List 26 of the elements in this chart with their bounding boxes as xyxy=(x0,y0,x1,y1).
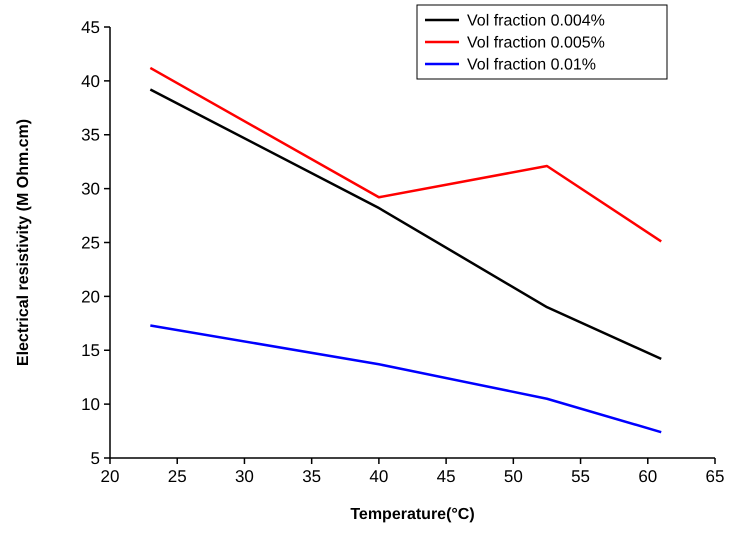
x-tick-label: 40 xyxy=(369,467,388,486)
x-tick-label: 20 xyxy=(100,467,120,486)
y-tick-label: 10 xyxy=(81,395,100,414)
y-tick-label: 35 xyxy=(81,126,100,145)
x-tick-label: 50 xyxy=(504,467,523,486)
legend-label: Vol fraction 0.01% xyxy=(467,56,596,74)
legend-label: Vol fraction 0.005% xyxy=(467,34,605,52)
y-tick-label: 25 xyxy=(81,233,100,252)
x-tick-label: 60 xyxy=(638,467,658,486)
y-axis-title: Electrical resistivity (M Ohm.cm) xyxy=(15,118,32,366)
x-tick-label: 55 xyxy=(571,467,590,486)
legend-label: Vol fraction 0.004% xyxy=(467,12,605,30)
y-tick-label: 5 xyxy=(90,448,100,468)
y-tick-label: 20 xyxy=(81,287,100,306)
x-tick-label: 65 xyxy=(706,467,724,486)
line-series xyxy=(149,88,662,360)
x-tick-label: 35 xyxy=(302,467,322,486)
x-axis-title: Temperature(°C) xyxy=(350,506,475,523)
x-tick-label: 25 xyxy=(168,467,187,486)
y-tick-label: 40 xyxy=(81,72,100,91)
y-tick-label: 30 xyxy=(81,180,100,199)
x-tick-label: 30 xyxy=(234,467,254,486)
x-tick-label: 45 xyxy=(436,467,456,486)
y-tick-label: 45 xyxy=(81,18,100,37)
y-tick-label: 15 xyxy=(81,341,100,360)
line-series xyxy=(149,324,662,434)
